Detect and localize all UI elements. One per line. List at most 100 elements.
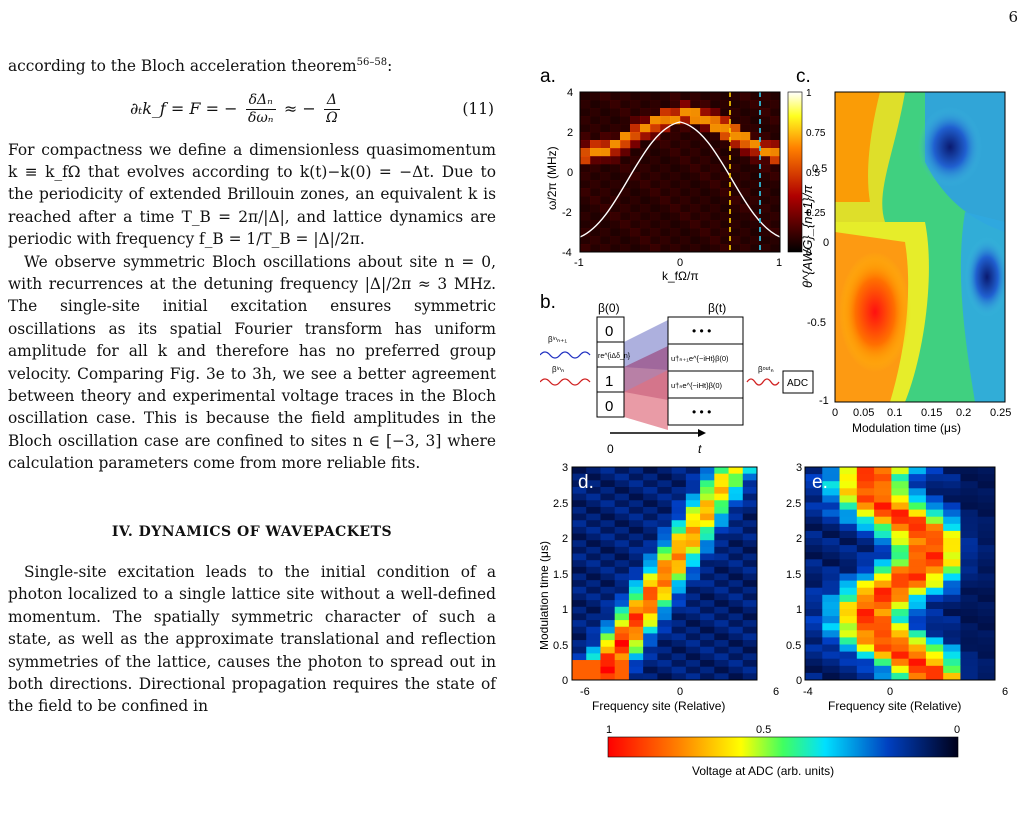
heat-cell xyxy=(856,672,875,681)
heat-cell xyxy=(670,100,681,109)
heat-cell xyxy=(614,526,630,534)
heat-cell xyxy=(891,552,910,560)
heat-cell xyxy=(742,500,758,508)
heat-cell xyxy=(908,502,927,510)
heat-cell xyxy=(714,586,729,594)
heat-cell xyxy=(586,560,601,568)
paragraph-1: according to the Bloch acceleration theo… xyxy=(8,57,393,76)
heat-cell xyxy=(943,488,961,496)
heat-cell xyxy=(630,212,641,221)
heat-cell xyxy=(891,573,910,581)
heat-cell xyxy=(680,180,691,189)
heat-cell xyxy=(600,560,616,568)
heat-cell xyxy=(614,546,630,554)
heat-cell xyxy=(614,553,630,561)
heat-cell xyxy=(670,116,681,125)
heat-cell xyxy=(720,156,731,165)
section-heading: IV. DYNAMICS OF WAVEPACKETS xyxy=(111,523,393,540)
heat-cell xyxy=(925,516,944,525)
heat-cell xyxy=(874,601,892,610)
colorbar-label: Voltage at ADC (arb. units) xyxy=(692,764,834,778)
heat-cell xyxy=(908,609,927,617)
heat-cell xyxy=(730,204,741,213)
xtick: 0.25 xyxy=(990,407,1011,419)
heat-cell xyxy=(643,533,658,541)
heat-cell xyxy=(660,132,671,141)
heat-cell xyxy=(925,580,944,589)
heat-cell xyxy=(750,100,761,109)
xtick: 0.2 xyxy=(956,407,971,419)
heat-cell xyxy=(586,480,601,488)
heat-cell xyxy=(874,516,892,525)
heat-cell xyxy=(660,92,671,101)
heat-cell xyxy=(822,609,840,617)
heat-cell xyxy=(822,601,840,610)
heat-cell xyxy=(640,244,651,253)
xtick: 6 xyxy=(1002,686,1008,698)
heat-cell xyxy=(740,204,751,213)
heat-cell xyxy=(728,620,744,628)
heat-cell xyxy=(874,474,892,482)
heat-cell xyxy=(660,212,671,221)
heat-cell xyxy=(891,495,910,503)
heat-cell xyxy=(657,613,673,621)
heat-cell xyxy=(650,196,661,205)
heat-cell xyxy=(600,164,611,173)
heat-cell xyxy=(760,156,771,165)
heat-cell xyxy=(685,633,701,641)
heat-cell xyxy=(680,100,691,109)
heat-cell xyxy=(977,552,996,560)
heat-cell xyxy=(720,212,731,221)
heat-cell xyxy=(572,506,587,514)
heat-cell xyxy=(742,533,758,541)
heat-cell xyxy=(740,228,751,237)
heat-cell xyxy=(572,480,587,488)
heat-cell xyxy=(874,658,892,667)
cbar-tick: 0.75 xyxy=(806,128,826,139)
heat-cell xyxy=(690,188,701,197)
heat-cell xyxy=(742,640,758,648)
heat-cell xyxy=(740,220,751,229)
heat-cell xyxy=(680,156,691,165)
heat-cell xyxy=(700,660,715,668)
heat-cell xyxy=(770,108,781,117)
heat-cell xyxy=(728,480,744,488)
betat-header: β(t) xyxy=(708,301,726,315)
heat-cell xyxy=(943,538,961,546)
heat-cell xyxy=(657,540,673,548)
heat-cell xyxy=(700,212,711,221)
heat-cell xyxy=(740,116,751,125)
heat-cell xyxy=(628,586,644,594)
heat-cell xyxy=(600,486,616,495)
heat-cell xyxy=(700,620,715,628)
heat-cell xyxy=(742,660,758,668)
heat-cell xyxy=(700,566,715,574)
heat-cell xyxy=(580,180,591,189)
heat-cell xyxy=(943,623,961,631)
heat-cell xyxy=(839,672,858,681)
heat-cell xyxy=(685,626,701,634)
heat-cell xyxy=(874,623,892,631)
heat-cell xyxy=(730,164,741,173)
heat-cell xyxy=(630,196,641,205)
heat-cell xyxy=(640,164,651,173)
heat-cell xyxy=(640,132,651,141)
heat-cell xyxy=(805,530,823,539)
heat-cell xyxy=(657,580,673,588)
heat-cell xyxy=(660,108,671,117)
ytick: 2 xyxy=(562,533,568,545)
panel-d-xlabel: Frequency site (Relative) xyxy=(592,699,725,713)
heat-cell xyxy=(960,623,979,631)
panel-a-label: a. xyxy=(540,66,556,87)
heat-cell xyxy=(700,116,711,125)
heat-cell xyxy=(700,188,711,197)
heat-cell xyxy=(690,124,701,133)
heat-cell xyxy=(977,609,996,617)
heat-cell xyxy=(650,188,661,197)
heat-cell xyxy=(714,606,729,614)
heat-cell xyxy=(943,665,961,674)
heat-cell xyxy=(742,593,758,601)
heat-cell xyxy=(700,92,711,101)
ytick: 0.5 xyxy=(812,163,827,175)
heat-cell xyxy=(720,244,731,253)
